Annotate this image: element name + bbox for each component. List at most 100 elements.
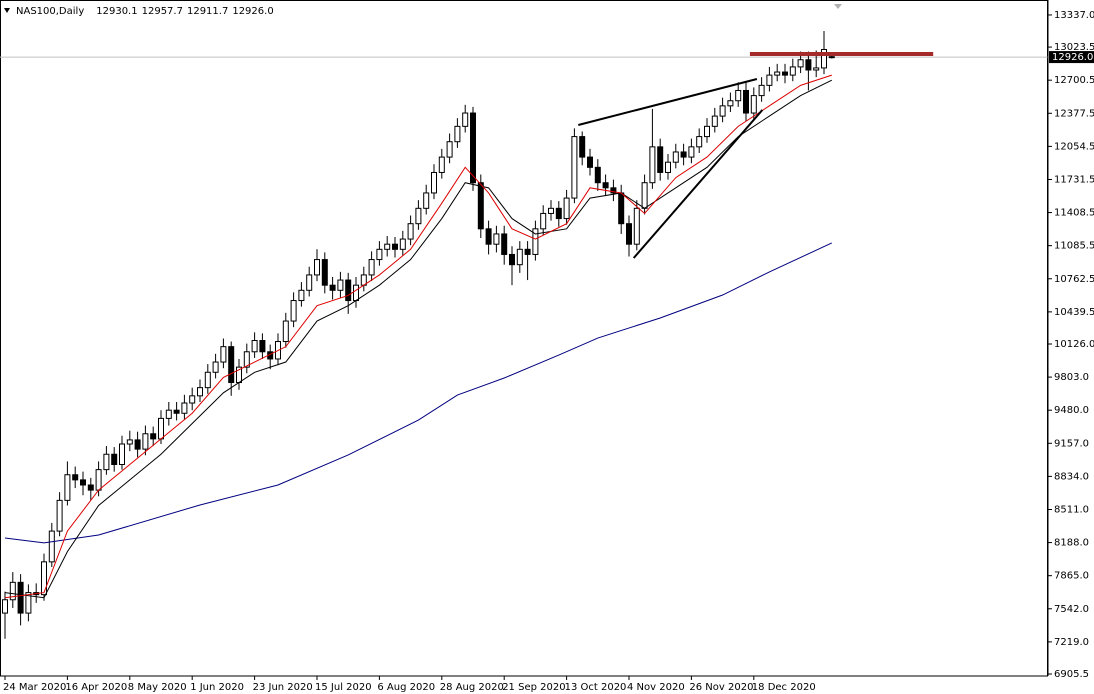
candle-body bbox=[290, 300, 297, 322]
candle-body bbox=[80, 479, 86, 486]
y-tick-label: 12377.5 bbox=[1054, 108, 1094, 119]
candle-body bbox=[766, 74, 773, 86]
candle-body bbox=[641, 182, 648, 209]
candle-body bbox=[25, 592, 32, 614]
candle-body bbox=[259, 340, 266, 353]
candle-body bbox=[150, 433, 157, 440]
candle-body bbox=[306, 274, 313, 291]
candle-body bbox=[438, 156, 445, 173]
y-tick-label: 8188.0 bbox=[1054, 538, 1089, 549]
candle-body bbox=[649, 146, 656, 184]
candle-body bbox=[64, 474, 71, 501]
y-tick-label: 8834.0 bbox=[1054, 471, 1089, 482]
candle-body bbox=[9, 581, 16, 601]
candle-body bbox=[750, 95, 757, 114]
candle-body bbox=[524, 248, 531, 255]
candle-body bbox=[181, 402, 188, 414]
candle-body bbox=[735, 89, 742, 102]
y-tick-label: 9157.0 bbox=[1054, 438, 1089, 449]
candle-body bbox=[353, 284, 359, 302]
y-tick-label: 12700.5 bbox=[1054, 75, 1094, 86]
candle-body bbox=[111, 453, 118, 466]
x-tick-label: 18 Dec 2020 bbox=[752, 682, 816, 693]
candle-body bbox=[571, 136, 578, 199]
candle-body bbox=[774, 71, 781, 76]
candle-body bbox=[189, 395, 196, 404]
candle-body bbox=[657, 146, 664, 173]
candle-body bbox=[298, 289, 305, 302]
candle-body bbox=[485, 228, 492, 245]
candle-body bbox=[220, 346, 227, 363]
x-tick-label: 1 Jun 2020 bbox=[190, 682, 244, 693]
y-tick-label: 12054.5 bbox=[1054, 141, 1094, 152]
y-tick-label: 11731.5 bbox=[1054, 174, 1094, 185]
candle-body bbox=[532, 228, 539, 255]
candle-body bbox=[48, 530, 55, 563]
candle-body bbox=[415, 207, 422, 225]
open-value: 12930.1 bbox=[96, 6, 137, 17]
candle-body bbox=[17, 581, 24, 614]
candle-body bbox=[555, 207, 562, 220]
shift-marker bbox=[834, 4, 842, 9]
candle-body bbox=[789, 66, 796, 76]
candle-body bbox=[41, 561, 47, 596]
candle-body bbox=[392, 243, 398, 250]
x-tick-label: 28 Aug 2020 bbox=[440, 682, 504, 693]
candle-body bbox=[103, 453, 110, 471]
y-tick-label: 9480.0 bbox=[1054, 405, 1089, 416]
y-tick-label: 13337.0 bbox=[1054, 10, 1094, 21]
candle-body bbox=[345, 279, 352, 302]
candle-body bbox=[446, 141, 453, 158]
candle-body bbox=[805, 59, 812, 71]
candle-body bbox=[672, 151, 679, 163]
trend-line bbox=[578, 78, 758, 126]
candle-body bbox=[610, 187, 617, 194]
candle-body bbox=[72, 474, 79, 481]
y-tick-label: 8511.0 bbox=[1054, 504, 1089, 515]
candle-body bbox=[158, 417, 164, 440]
candle-body bbox=[119, 443, 125, 466]
x-tick-label: 23 Jun 2020 bbox=[253, 682, 313, 693]
y-tick-label: 7542.0 bbox=[1054, 604, 1089, 615]
price-label: 12926.0 bbox=[1052, 52, 1093, 63]
candle-body bbox=[704, 125, 710, 138]
candle-body bbox=[797, 59, 804, 68]
candle-body bbox=[228, 346, 235, 384]
candle-body bbox=[56, 499, 63, 532]
candle-body bbox=[587, 156, 593, 168]
candle-body bbox=[828, 56, 835, 59]
candle-body bbox=[688, 146, 695, 158]
candle-body bbox=[618, 192, 625, 225]
y-tick-label: 9803.0 bbox=[1054, 372, 1089, 383]
candle-body bbox=[337, 279, 344, 291]
candle-body bbox=[87, 484, 94, 491]
candle-body bbox=[602, 182, 609, 189]
x-tick-label: 21 Sep 2020 bbox=[502, 682, 565, 693]
candle-body bbox=[212, 361, 219, 373]
candle-body bbox=[509, 253, 515, 266]
candle-body bbox=[399, 238, 406, 250]
y-tick-label: 11085.5 bbox=[1054, 241, 1094, 252]
candle-body bbox=[329, 284, 336, 291]
y-tick-label: 10762.5 bbox=[1054, 274, 1094, 285]
close-value: 12926.0 bbox=[232, 6, 273, 17]
y-tick-label: 7219.0 bbox=[1054, 637, 1089, 648]
candle-body bbox=[743, 89, 749, 114]
symbol: NAS100,Daily bbox=[16, 6, 84, 17]
candle-body bbox=[204, 371, 211, 389]
candle-body bbox=[821, 48, 827, 69]
plot-frame bbox=[0, 0, 1048, 677]
candle-body bbox=[142, 433, 149, 450]
candle-body bbox=[758, 84, 765, 97]
candle-body bbox=[243, 351, 250, 368]
candle-body bbox=[126, 439, 133, 445]
y-tick-label: 13023.5 bbox=[1054, 42, 1094, 53]
candle-body bbox=[516, 248, 523, 266]
candle-body bbox=[665, 161, 671, 173]
x-tick-label: 24 Mar 2020 bbox=[3, 682, 66, 693]
candle-body bbox=[548, 207, 554, 214]
candle-body bbox=[368, 259, 375, 276]
candle-body bbox=[2, 599, 8, 614]
candle-body bbox=[782, 71, 788, 76]
x-tick-label: 26 Nov 2020 bbox=[689, 682, 753, 693]
